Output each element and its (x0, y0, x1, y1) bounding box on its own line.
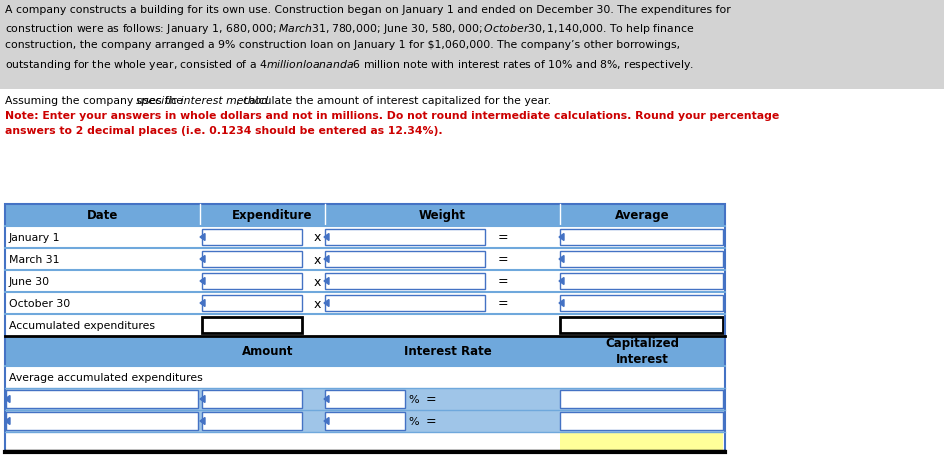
Bar (6, 390, 198, 408)
Polygon shape (559, 256, 564, 263)
Polygon shape (559, 278, 564, 285)
Polygon shape (5, 396, 10, 403)
Bar (5, 366, 725, 388)
Text: Weight: Weight (419, 209, 466, 222)
Bar (5, 432, 725, 452)
Polygon shape (324, 396, 329, 403)
Text: specific interest method: specific interest method (136, 96, 268, 106)
Polygon shape (559, 234, 564, 241)
Text: , calculate the amount of interest capitalized for the year.: , calculate the amount of interest capit… (236, 96, 551, 106)
Bar (325, 230, 485, 246)
Bar (560, 274, 723, 289)
Bar (5, 410, 725, 432)
Text: Average accumulated expenditures: Average accumulated expenditures (9, 372, 203, 382)
Bar (202, 252, 302, 268)
Text: answers to 2 decimal places (i.e. 0.1234 should be entered as 12.34%).: answers to 2 decimal places (i.e. 0.1234… (5, 126, 443, 136)
Text: x: x (314, 297, 321, 310)
Polygon shape (324, 256, 329, 263)
Polygon shape (200, 234, 205, 241)
Text: Capitalized
Interest: Capitalized Interest (605, 337, 680, 366)
Bar (560, 433, 723, 451)
Text: January 1: January 1 (9, 233, 60, 242)
Text: Interest Rate: Interest Rate (404, 345, 492, 358)
Text: construction, the company arranged a 9% construction loan on January 1 for $1,06: construction, the company arranged a 9% … (5, 40, 680, 50)
Text: June 30: June 30 (9, 276, 50, 286)
Bar (560, 252, 723, 268)
Bar (5, 226, 725, 248)
Text: =: = (498, 253, 509, 266)
Bar (0, 0, 944, 90)
Text: Expenditure: Expenditure (232, 209, 312, 222)
Text: %: % (408, 416, 418, 426)
Bar (560, 390, 723, 408)
Bar (560, 317, 723, 333)
Text: Assuming the company uses the: Assuming the company uses the (5, 96, 187, 106)
Bar (560, 230, 723, 246)
Polygon shape (200, 278, 205, 285)
Bar (5, 336, 725, 366)
Polygon shape (5, 418, 10, 425)
Bar (202, 295, 302, 311)
Polygon shape (324, 234, 329, 241)
Text: %: % (408, 394, 418, 404)
Text: outstanding for the whole year, consisted of a $4 million loan and a $6 million : outstanding for the whole year, consiste… (5, 57, 694, 71)
Bar (5, 314, 725, 336)
Bar (202, 317, 302, 333)
Text: =: = (498, 275, 509, 288)
Bar (6, 412, 198, 430)
Text: Accumulated expenditures: Accumulated expenditures (9, 320, 155, 330)
Polygon shape (324, 278, 329, 285)
Text: =: = (426, 392, 437, 406)
Bar (202, 390, 302, 408)
Polygon shape (200, 418, 205, 425)
Text: Note: Enter your answers in whole dollars and not in millions. Do not round inte: Note: Enter your answers in whole dollar… (5, 111, 779, 121)
Text: construction were as follows: January 1, $680,000; March 31, $780,000; June 30, : construction were as follows: January 1,… (5, 22, 695, 36)
Polygon shape (324, 418, 329, 425)
Text: =: = (426, 414, 437, 428)
Bar (202, 412, 302, 430)
Text: Average: Average (615, 209, 670, 222)
Text: October 30: October 30 (9, 298, 70, 308)
Text: x: x (314, 253, 321, 266)
Bar (325, 295, 485, 311)
Bar (5, 205, 725, 226)
Bar (325, 274, 485, 289)
Text: x: x (314, 231, 321, 244)
Polygon shape (559, 300, 564, 307)
Bar (5, 388, 725, 410)
Text: March 31: March 31 (9, 254, 59, 264)
Text: =: = (498, 231, 509, 244)
Bar (325, 412, 405, 430)
Bar (5, 248, 725, 270)
Polygon shape (324, 300, 329, 307)
Bar (202, 274, 302, 289)
Text: =: = (498, 297, 509, 310)
Bar (5, 205, 725, 452)
Polygon shape (200, 256, 205, 263)
Bar (560, 412, 723, 430)
Text: x: x (314, 275, 321, 288)
Bar (202, 230, 302, 246)
Text: Date: Date (87, 209, 118, 222)
Bar (325, 252, 485, 268)
Polygon shape (200, 300, 205, 307)
Text: Amount: Amount (242, 345, 294, 358)
Bar (5, 292, 725, 314)
Bar (560, 295, 723, 311)
Bar (325, 390, 405, 408)
Text: A company constructs a building for its own use. Construction began on January 1: A company constructs a building for its … (5, 5, 731, 15)
Polygon shape (200, 396, 205, 403)
Bar (5, 270, 725, 292)
